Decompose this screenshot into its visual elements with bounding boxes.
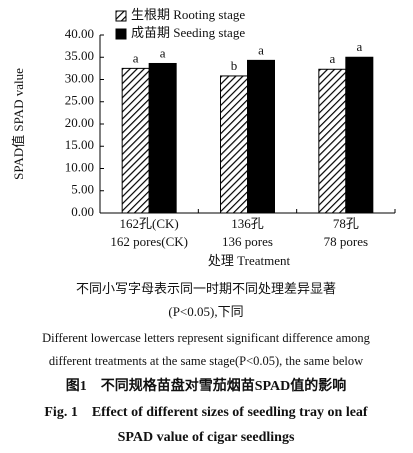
significance-letter: a [329, 51, 335, 66]
significance-letter: a [160, 45, 166, 60]
legend-label: 生根期 Rooting stage [131, 7, 245, 22]
note: 不同小写字母表示同一时期不同处理差异显著 [76, 281, 336, 296]
caption: Fig. 1 Effect of different sizes of seed… [44, 405, 368, 420]
bar [148, 62, 177, 214]
legend-label: 成苗期 Seeding stage [131, 25, 245, 40]
caption: SPAD value of cigar seedlings [118, 430, 295, 445]
note: different treatments at the same stage(P… [49, 354, 363, 368]
y-tick-label: 20.00 [65, 115, 94, 130]
y-tick-label: 25.00 [65, 93, 94, 108]
bar [220, 75, 248, 214]
y-tick-label: 15.00 [65, 137, 94, 152]
bar [247, 59, 275, 214]
y-axis-label: SPAD值 SPAD value [11, 68, 26, 180]
y-tick-label: 30.00 [65, 70, 94, 85]
bar [345, 56, 374, 214]
x-tick-label: 78孔 [333, 216, 359, 231]
x-tick-label: 136 pores [222, 234, 273, 249]
note: (P<0.05),下同 [168, 304, 243, 319]
bar [318, 68, 347, 214]
x-tick-label: 136孔 [231, 216, 264, 231]
legend-swatch [115, 28, 127, 40]
significance-letter: b [231, 58, 238, 73]
bar [121, 67, 150, 214]
x-tick-label: 162 pores(CK) [110, 234, 188, 249]
significance-letter: a [133, 50, 139, 65]
x-tick-label: 162孔(CK) [120, 216, 179, 231]
significance-letter: a [356, 39, 362, 54]
x-tick-label: 78 pores [324, 234, 368, 249]
x-axis-label: 处理 Treatment [208, 253, 291, 268]
note: Different lowercase letters represent si… [42, 331, 371, 345]
y-tick-label: 5.00 [71, 182, 94, 197]
legend-swatch [115, 10, 127, 22]
y-tick-label: 35.00 [65, 48, 94, 63]
y-tick-label: 10.00 [65, 159, 94, 174]
y-tick-label: 40.00 [65, 26, 94, 41]
y-tick-label: 0.00 [71, 204, 94, 219]
caption: 图1 不同规格苗盘对雪茄烟苗SPAD值的影响 [66, 377, 347, 394]
significance-letter: a [258, 42, 264, 57]
